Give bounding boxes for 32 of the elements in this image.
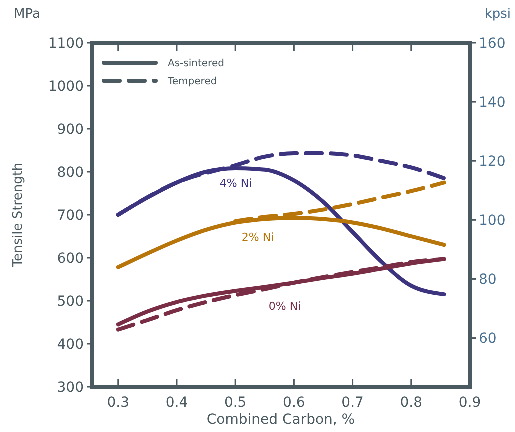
annotation: 0% Ni [268,300,302,313]
x-tick-label: 0.3 [107,395,130,411]
text: MPa [14,7,40,22]
x-tick-label: 0.8 [400,395,423,411]
y-tick-label: 500 [57,294,84,310]
y-tick-label: 800 [57,164,84,181]
y2-tick-label: 80 [479,272,497,288]
y2-tick-label: 120 [479,154,506,170]
y-axis-title: Tensile Strength [11,162,26,268]
annotation: 2% Ni [242,230,274,244]
x-tick-label: 0.5 [224,395,247,411]
style-key: As-sintered Tempered [102,58,224,88]
y-tick-label: 700 [57,208,84,224]
y2-tick-label: 100 [479,213,506,230]
x-tick-label: 0.7 [342,395,364,411]
x-tick-label: 0.4 [166,395,188,411]
x-axis-title: Combined Carbon, % [206,412,356,428]
annotation: 4% Ni [220,176,252,190]
annotation: Tempered [167,76,218,88]
y-tick-label: 1000 [48,78,84,95]
y-tick-label: 400 [57,336,84,353]
y2-tick-label: 140 [479,94,506,111]
y-tick-label: 300 [57,380,84,396]
y2-tick-label: 60 [479,331,497,348]
x-tick-label: 0.6 [283,395,306,411]
y2-tick-label: 160 [479,36,506,52]
y-tick-label: 1100 [48,36,84,52]
y-tick-label: 900 [57,122,84,138]
annotation: As-sintered [168,58,224,70]
y2-axis-title: kpsi [484,7,511,22]
y-tick-label: 600 [57,250,84,267]
x-tick-label: 0.9 [458,395,482,411]
